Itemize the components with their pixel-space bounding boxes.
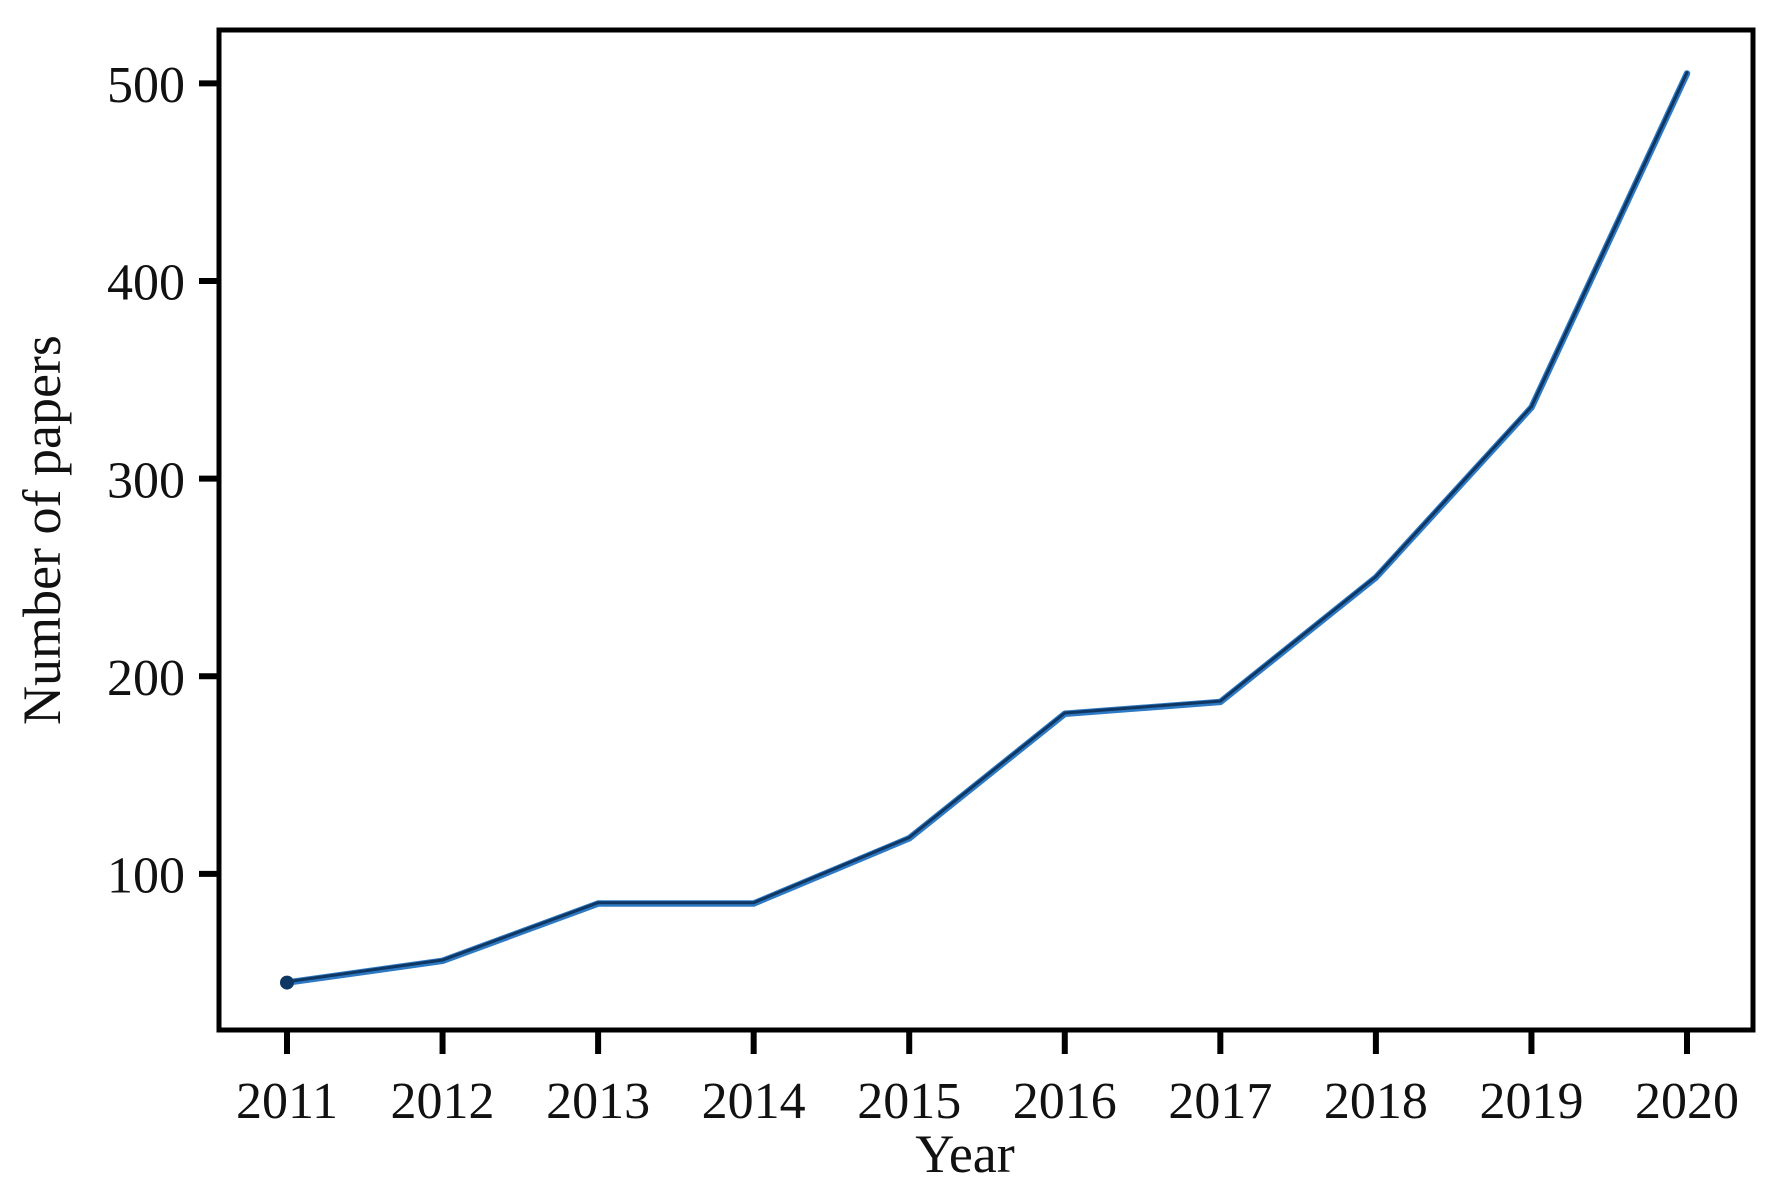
x-tick-label: 2018 <box>1324 1073 1428 1130</box>
papers-trend-line <box>285 71 1689 984</box>
y-tick-label: 500 <box>107 57 185 114</box>
x-tick-label: 2019 <box>1479 1073 1583 1130</box>
plot-area: 100 200 300 400 500 2011 2012 2013 2014 2015 2016 2… <box>107 27 1756 1130</box>
x-tick-label: 2017 <box>1168 1073 1272 1130</box>
y-tick-label: 400 <box>107 255 185 312</box>
x-tick-label: 2016 <box>1013 1073 1117 1130</box>
x-axis-title: Year <box>915 1124 1015 1184</box>
y-axis-title: Number of papers <box>12 335 72 725</box>
x-tick-label: 2012 <box>391 1073 495 1130</box>
x-tick-label: 2014 <box>702 1073 806 1130</box>
start-point-marker <box>280 975 294 990</box>
y-tick-label: 200 <box>107 650 185 707</box>
y-tick-label: 100 <box>107 848 185 905</box>
plot-box-border <box>216 27 1756 1033</box>
y-tick-label: 300 <box>107 452 185 509</box>
x-tick-label: 2013 <box>546 1073 650 1130</box>
x-tick-label: 2015 <box>857 1073 961 1130</box>
x-tick-label: 2011 <box>236 1073 338 1130</box>
papers-trend-line-halo <box>283 70 1691 986</box>
x-tick-label: 2020 <box>1635 1073 1739 1130</box>
